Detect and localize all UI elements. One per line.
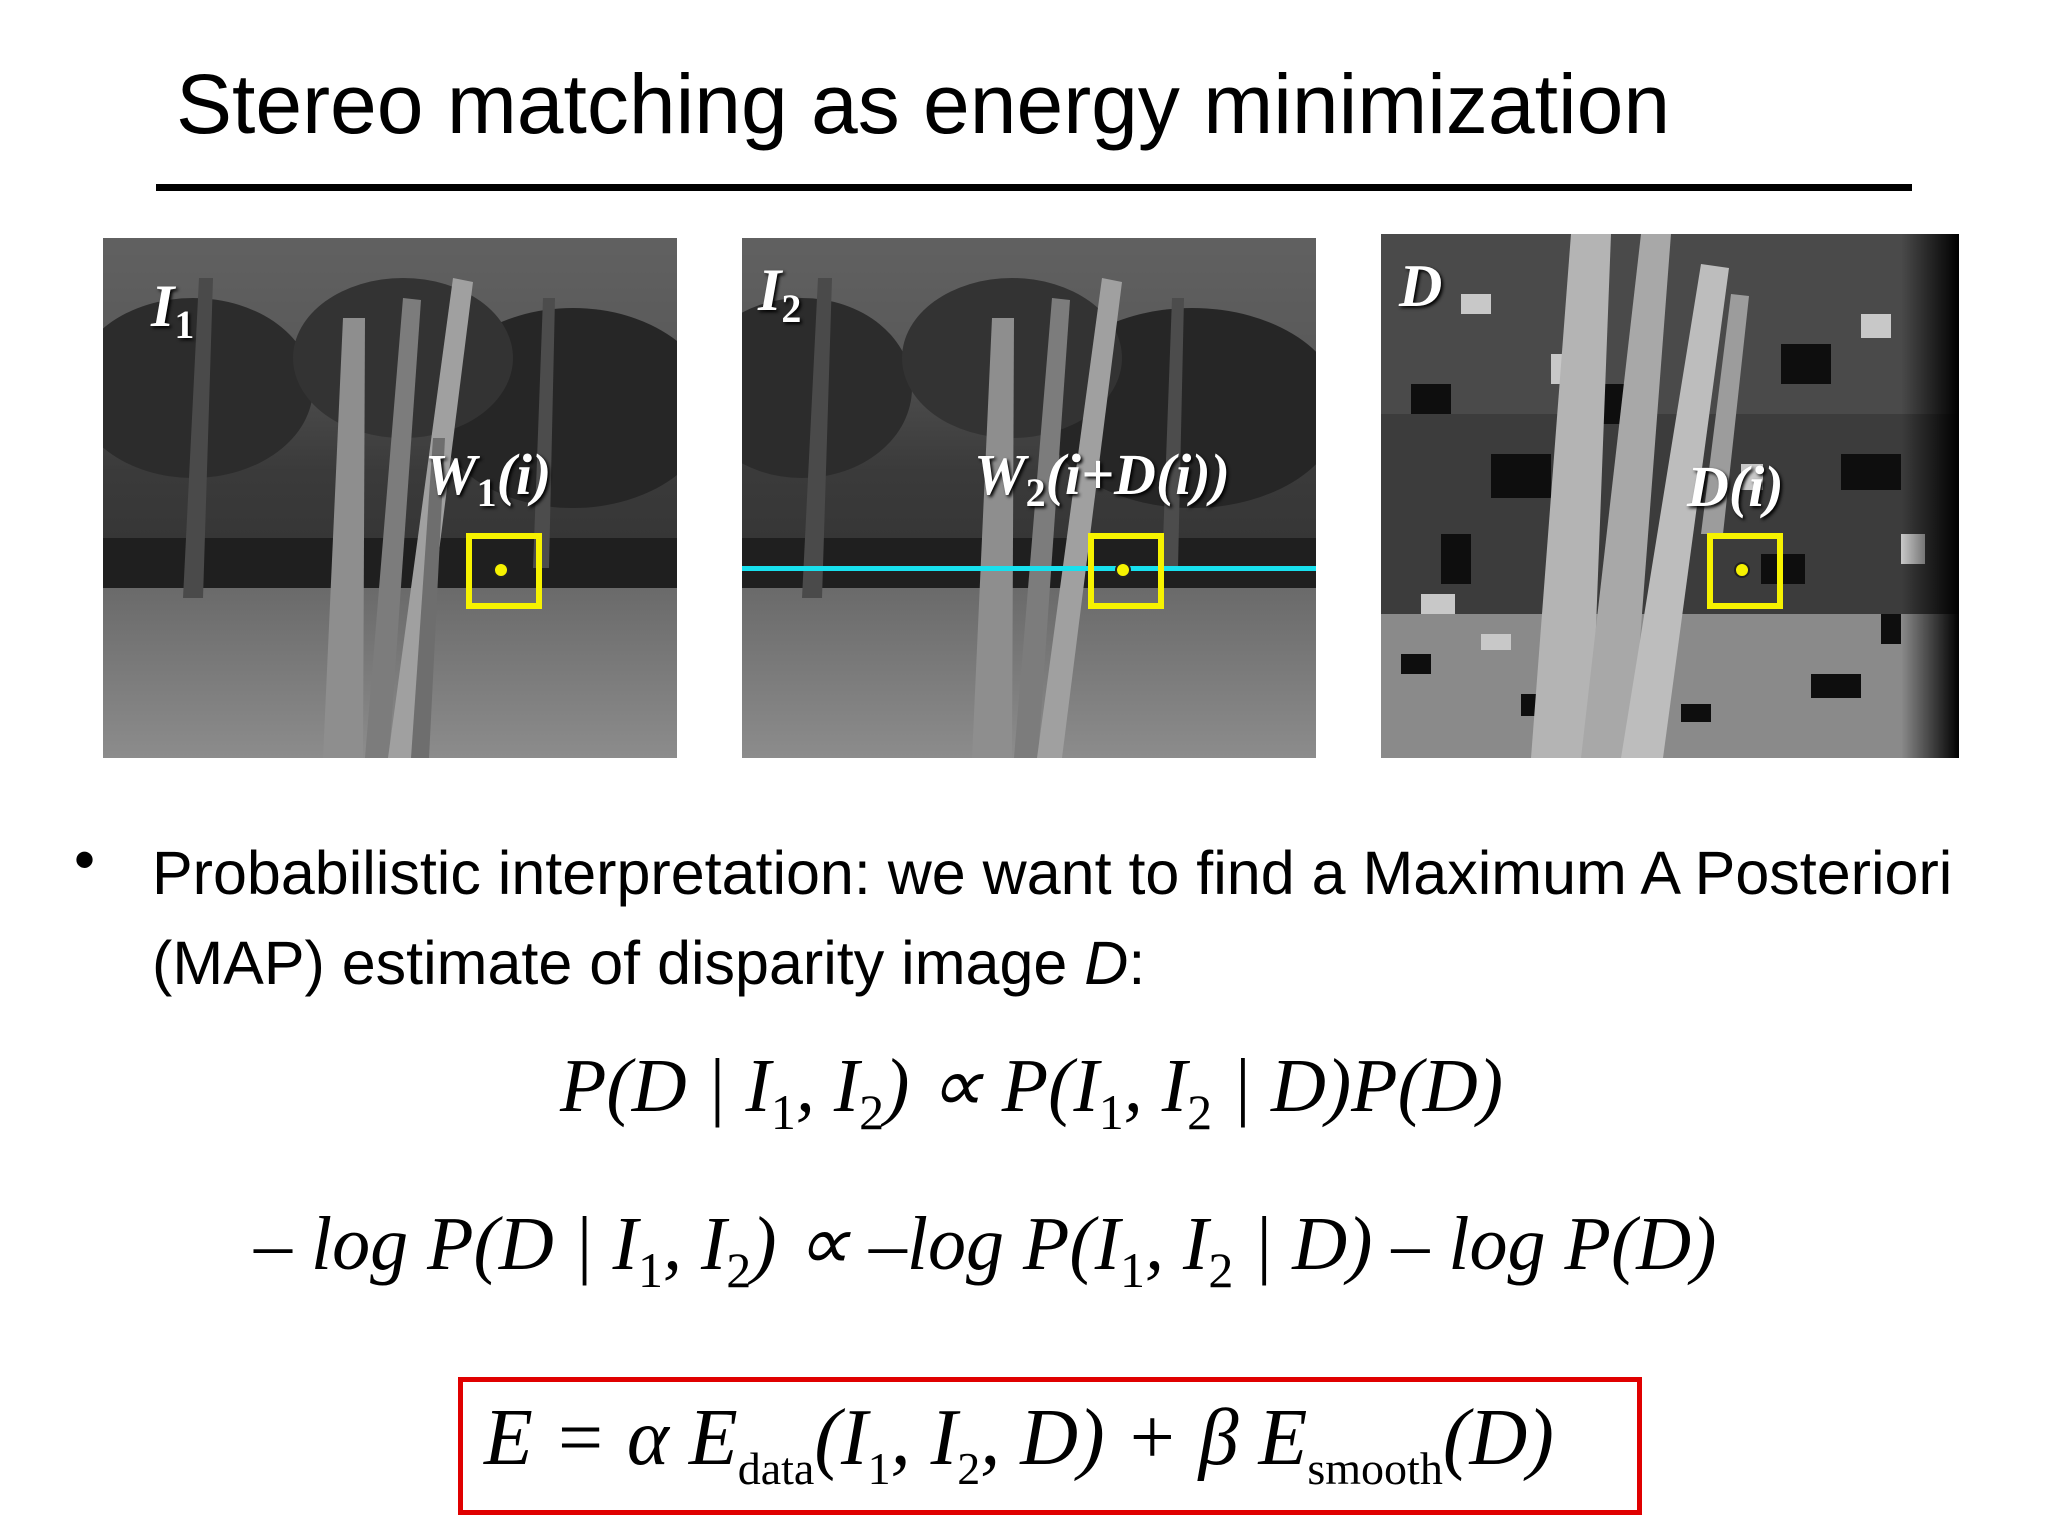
disparity-image: D D(i)	[1381, 234, 1959, 758]
disparity-pixel-marker	[1734, 562, 1750, 578]
disparity-image-label: D	[1399, 253, 1443, 319]
right-image-label: I2	[758, 257, 802, 331]
left-match-window	[466, 533, 542, 609]
energy-equation: E = α Edata(I1, I2, D) + β Esmooth(D)	[484, 1394, 1554, 1494]
energy-equation-box	[458, 1377, 1642, 1515]
slide-title: Stereo matching as energy minimization	[176, 57, 1671, 151]
left-image-label: I1	[151, 273, 195, 347]
left-pixel-marker	[493, 562, 509, 578]
log-posterior-equation: – log P(D | I1, I2) ∝ –log P(I1, I2 | D)…	[254, 1202, 1717, 1298]
right-match-window	[1088, 533, 1164, 609]
disparity-window-label: D(i)	[1687, 454, 1784, 519]
right-image-drawing	[742, 238, 1316, 758]
posterior-equation: P(D | I1, I2) ∝ P(I1, I2 | D)P(D)	[560, 1044, 1504, 1140]
disparity-image-drawing	[1381, 234, 1959, 758]
right-window-label: W2(i+D(i))	[974, 442, 1230, 515]
bullet-marker: •	[74, 826, 96, 893]
right-pixel-marker	[1115, 562, 1131, 578]
title-divider	[156, 184, 1912, 191]
epipolar-scanline	[742, 566, 1316, 571]
right-image: I2 W2(i+D(i))	[742, 238, 1316, 758]
left-image-drawing	[103, 238, 677, 758]
left-window-label: W1(i)	[425, 442, 552, 515]
disparity-match-window	[1707, 533, 1783, 609]
left-image: I1 W1(i)	[103, 238, 677, 758]
bullet-text: Probabilistic interpretation: we want to…	[152, 839, 1953, 997]
